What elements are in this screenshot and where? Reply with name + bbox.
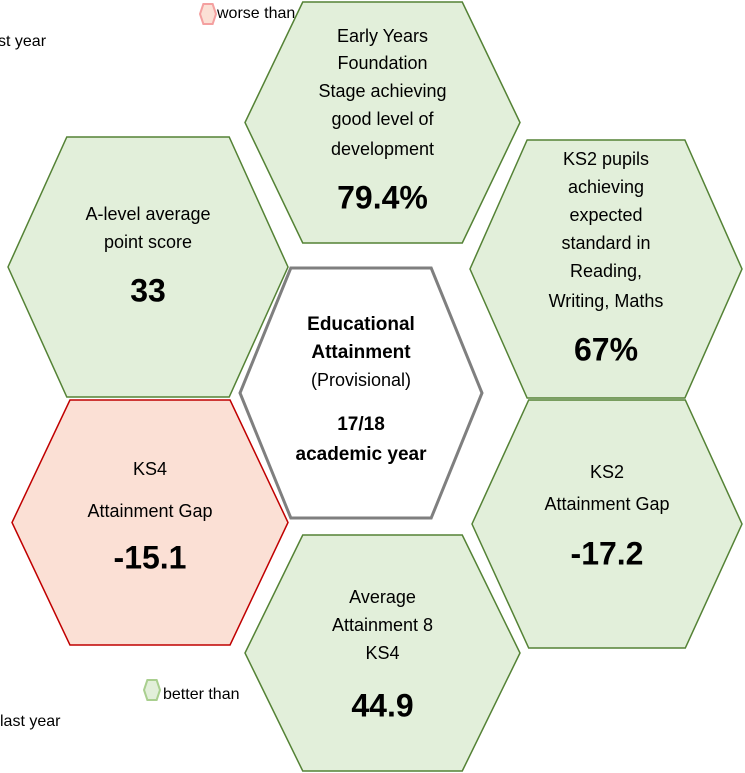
hexagon-label: standard in [561,233,650,253]
legend-icon [198,3,218,25]
hexagon-label: point score [104,232,192,252]
hexagon-label: KS2 pupils [563,149,649,169]
hexagon-label: A-level average [85,204,210,224]
hexagon-label: Writing, Maths [549,291,664,311]
hexagon-value: -15.1 [114,539,187,575]
legend-worse: st year [0,33,47,50]
hexagon-label: Reading, [570,261,642,281]
hexagon-value: 67% [574,331,638,367]
center-period: academic year [296,444,428,465]
center-hexagon [238,266,484,520]
hexagon-label: Early Years [337,26,428,46]
hexagon-value: -17.2 [571,535,644,571]
hexagon-label: development [331,139,434,159]
legend-worse: worse than [216,5,295,22]
hexagon-label: Attainment 8 [332,615,433,635]
hexagon-label: KS2 [590,462,624,482]
hexagon-label: expected [569,205,642,225]
center-title: Attainment [311,342,411,363]
hexagon-label: Attainment Gap [87,501,212,521]
hexagon [244,534,521,772]
legend-better: better than [163,686,240,703]
hexagon-value: 33 [130,272,166,308]
legend-better: last year [0,713,61,730]
hexagon-label: Average [349,587,416,607]
hexagon [7,136,289,398]
hexagon [244,1,521,244]
center-title: Educational [307,314,415,335]
center-subtitle: (Provisional) [311,370,411,390]
hexagon-label: KS4 [133,459,167,479]
hexagon-label: KS4 [365,643,399,663]
hexagon-label: Stage achieving [318,81,446,101]
hexagon-value: 44.9 [351,687,413,723]
hexagon [471,399,743,649]
hexagon [11,399,289,646]
hexagon [469,139,743,399]
hexagon-value: 79.4% [337,179,428,215]
hexagon-label: Attainment Gap [544,494,669,514]
legend-icon [142,679,162,701]
center-period: 17/18 [337,414,385,435]
hexagon-label: achieving [568,177,644,197]
hexagon-label: good level of [331,109,434,129]
hexagon-label: Foundation [337,53,427,73]
